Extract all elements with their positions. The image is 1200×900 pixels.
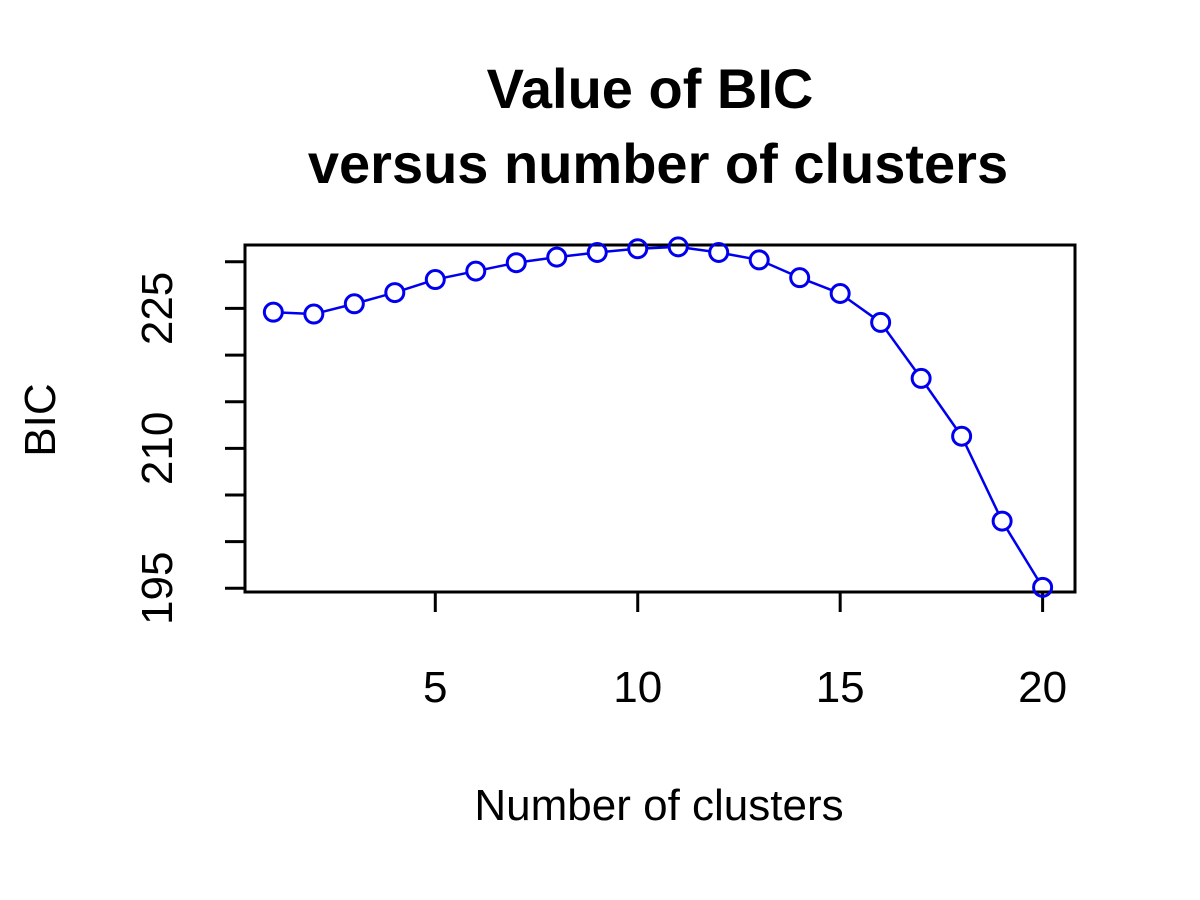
data-point-20 bbox=[1032, 576, 1054, 598]
series-segment-19-20 bbox=[1005, 528, 1039, 581]
series-segment-9-10 bbox=[606, 248, 629, 253]
y-tick-label-225: 225 bbox=[133, 272, 182, 345]
data-point-15 bbox=[829, 283, 851, 305]
data-point-2 bbox=[303, 303, 325, 325]
data-point-11 bbox=[667, 236, 689, 258]
series-segment-11-12 bbox=[686, 246, 710, 253]
x-axis: 5 10 15 20 bbox=[423, 592, 1067, 712]
data-point-6 bbox=[465, 260, 487, 282]
chart-title-line-1: Value of BIC bbox=[487, 57, 814, 120]
y-axis: 195 210 225 bbox=[133, 260, 245, 625]
data-point-1 bbox=[262, 301, 284, 323]
series-segment-18-19 bbox=[964, 443, 1000, 514]
series-segment-4-5 bbox=[402, 281, 428, 291]
data-point-13 bbox=[748, 249, 770, 271]
y-axis-label: BIC bbox=[16, 383, 65, 456]
series-segment-16-17 bbox=[884, 328, 917, 372]
y-tick-label-195: 195 bbox=[133, 552, 182, 625]
x-tick-label-20: 20 bbox=[1018, 663, 1067, 712]
series-segment-10-11 bbox=[646, 246, 670, 250]
data-point-3 bbox=[343, 293, 365, 315]
x-tick-label-5: 5 bbox=[423, 663, 447, 712]
bic-series bbox=[262, 236, 1054, 598]
data-point-9 bbox=[586, 241, 608, 263]
series-segment-15-16 bbox=[846, 297, 875, 319]
series-segment-3-4 bbox=[362, 293, 387, 303]
data-point-8 bbox=[546, 246, 568, 268]
data-point-7 bbox=[505, 252, 527, 274]
series-segment-7-8 bbox=[525, 257, 549, 263]
y-tick-label-210: 210 bbox=[133, 412, 182, 485]
series-segment-5-6 bbox=[443, 271, 468, 279]
series-segment-17-18 bbox=[925, 385, 958, 430]
data-point-4 bbox=[384, 282, 406, 304]
data-point-14 bbox=[789, 267, 811, 289]
data-point-16 bbox=[870, 311, 892, 333]
chart-title-line-2: versus number of clusters bbox=[308, 132, 1008, 195]
data-point-17 bbox=[910, 367, 932, 389]
series-segment-1-2 bbox=[282, 311, 305, 315]
x-axis-label: Number of clusters bbox=[474, 781, 843, 830]
series-segment-12-13 bbox=[727, 252, 751, 260]
data-point-18 bbox=[951, 425, 973, 447]
data-point-12 bbox=[708, 241, 730, 263]
x-tick-label-15: 15 bbox=[816, 663, 865, 712]
series-segment-14-15 bbox=[807, 279, 833, 292]
plot-frame bbox=[243, 243, 1077, 594]
series-segment-2-3 bbox=[322, 304, 346, 314]
data-point-10 bbox=[627, 238, 649, 260]
data-point-5 bbox=[424, 269, 446, 291]
series-segment-6-7 bbox=[484, 263, 508, 271]
x-tick-label-10: 10 bbox=[613, 663, 662, 712]
series-segment-8-9 bbox=[565, 252, 589, 258]
series-segment-13-14 bbox=[766, 262, 792, 276]
data-point-19 bbox=[991, 510, 1013, 532]
